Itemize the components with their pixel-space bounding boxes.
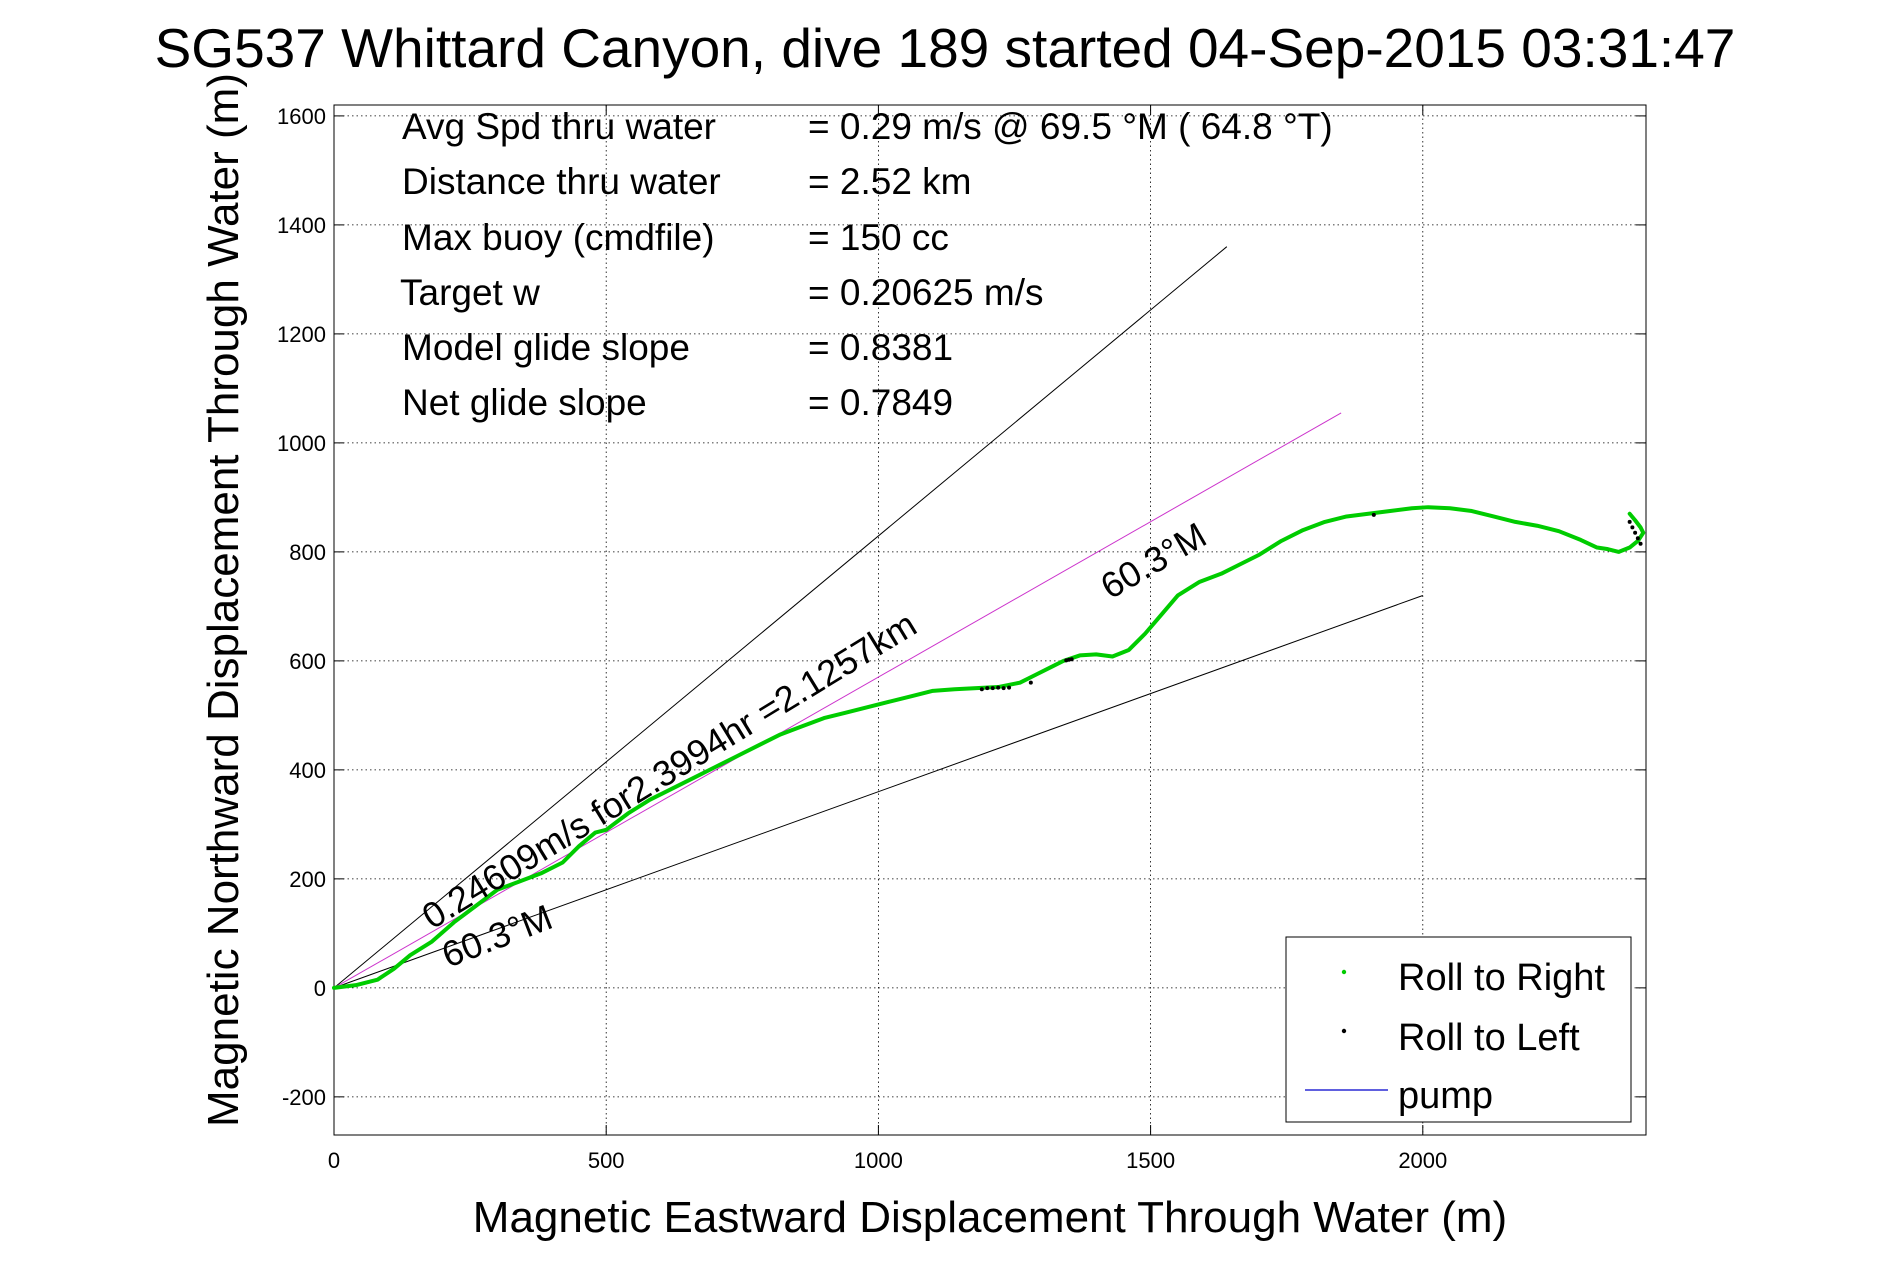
x-tick-label: 0 bbox=[328, 1148, 340, 1173]
y-tick-label: 1600 bbox=[277, 104, 326, 129]
stat-value: = 0.8381 bbox=[808, 327, 953, 368]
stat-label: Max buoy (cmdfile) bbox=[402, 217, 715, 258]
point-roll-left bbox=[985, 686, 990, 691]
legend-marker-roll-left bbox=[1341, 1028, 1347, 1034]
point-roll-left bbox=[1627, 519, 1632, 524]
stat-value: = 150 cc bbox=[808, 217, 949, 258]
series-layer bbox=[332, 505, 1646, 990]
chart-title: SG537 Whittard Canyon, dive 189 started … bbox=[155, 17, 1736, 79]
stats-block: Avg Spd thru water = 0.29 m/s @ 69.5 °M … bbox=[400, 106, 1333, 423]
reference-line-envelope bbox=[333, 246, 1228, 989]
stat-value: = 0.29 m/s @ 69.5 °M ( 64.8 °T) bbox=[808, 106, 1333, 147]
y-tick-label: 800 bbox=[289, 540, 326, 565]
y-axis-label: Magnetic Northward Displacement Through … bbox=[199, 73, 248, 1127]
y-tick-label: 1400 bbox=[277, 213, 326, 238]
legend-label-pump: pump bbox=[1398, 1075, 1493, 1117]
point-roll-left bbox=[1633, 530, 1638, 535]
stat-value: = 2.52 km bbox=[808, 161, 972, 202]
point-roll-left bbox=[1007, 685, 1012, 690]
stat-label: Target w bbox=[400, 272, 540, 313]
x-tick-label: 2000 bbox=[1398, 1148, 1447, 1173]
x-tick-label: 1500 bbox=[1126, 1148, 1175, 1173]
stat-label: Distance thru water bbox=[402, 161, 721, 202]
reference-line-envelope bbox=[333, 595, 1423, 989]
y-tick-label: 400 bbox=[289, 758, 326, 783]
legend: Roll to Right Roll to Left pump bbox=[1285, 936, 1632, 1123]
stat-value: = 0.7849 bbox=[808, 382, 953, 423]
stat-value: = 0.20625 m/s bbox=[808, 272, 1044, 313]
point-roll-left bbox=[996, 685, 1001, 690]
x-tick-label: 500 bbox=[588, 1148, 625, 1173]
legend-label-roll-left: Roll to Left bbox=[1398, 1017, 1580, 1059]
y-tick-label: 600 bbox=[289, 649, 326, 674]
stat-label: Model glide slope bbox=[402, 327, 690, 368]
legend-label-roll-right: Roll to Right bbox=[1398, 957, 1605, 999]
point-roll-left bbox=[979, 687, 984, 692]
point-roll-left bbox=[990, 686, 995, 691]
y-tick-label: 1000 bbox=[277, 431, 326, 456]
stat-label: Avg Spd thru water bbox=[402, 106, 716, 147]
x-tick-label: 1000 bbox=[854, 1148, 903, 1173]
reference-lines bbox=[333, 246, 1423, 989]
reference-line-net bbox=[333, 412, 1342, 989]
point-roll-left bbox=[1630, 525, 1635, 530]
x-axis-label: Magnetic Eastward Displacement Through W… bbox=[473, 1193, 1507, 1242]
y-tick-label: -200 bbox=[282, 1085, 326, 1110]
point-roll-left bbox=[1001, 686, 1006, 691]
grid bbox=[333, 105, 1646, 1135]
legend-marker-roll-right bbox=[1341, 969, 1347, 975]
point-roll-left bbox=[1638, 541, 1643, 546]
y-tick-label: 1200 bbox=[277, 322, 326, 347]
point-roll-left bbox=[1028, 680, 1033, 685]
point-roll-left bbox=[1069, 657, 1074, 662]
axis-ticks: 0 500 1000 1500 2000 -200 0 200 400 600 800 1000 120… bbox=[277, 104, 1646, 1173]
stat-label: Net glide slope bbox=[402, 382, 647, 423]
point-roll-left bbox=[1635, 536, 1640, 541]
y-tick-label: 200 bbox=[289, 867, 326, 892]
y-tick-label: 0 bbox=[314, 976, 326, 1001]
series-roll-right bbox=[332, 505, 1646, 990]
point-roll-left bbox=[1371, 512, 1376, 517]
